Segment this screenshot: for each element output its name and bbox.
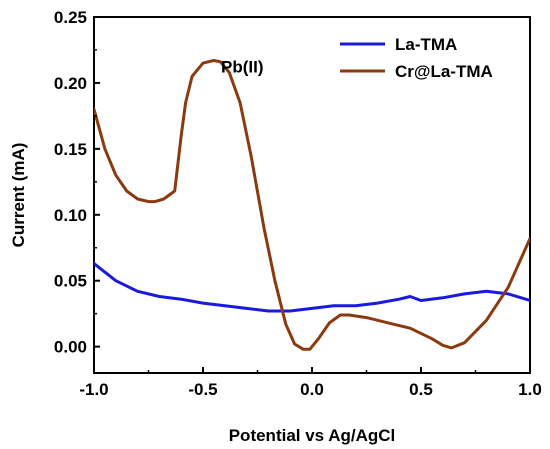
labels-layer: Potential vs Ag/AgCl Current (mA) Pb(II)	[9, 57, 395, 445]
y-tick-label: 0.15	[54, 140, 87, 159]
x-tick-label: 1.0	[518, 380, 542, 399]
y-tick-label: 0.05	[54, 272, 87, 291]
y-tick-label: 0.10	[54, 206, 87, 225]
x-tick-label: 0.5	[409, 380, 433, 399]
legend-label: Cr@La-TMA	[395, 62, 493, 81]
y-axis-title: Current (mA)	[9, 143, 28, 248]
x-tick-label: -0.5	[188, 380, 217, 399]
peak-annotation: Pb(II)	[221, 57, 264, 76]
y-tick-label: 0.25	[54, 8, 87, 27]
x-axis-title: Potential vs Ag/AgCl	[229, 426, 396, 445]
x-tick-label: 0.0	[300, 380, 324, 399]
y-tick-label: 0.20	[54, 74, 87, 93]
x-tick-label: -1.0	[79, 380, 108, 399]
y-tick-label: 0.00	[54, 338, 87, 357]
ticks-layer: -1.0 -0.5 0.0 0.5 1.0 0.00 0.05 0.10 0.15 0.20 0.2…	[54, 8, 542, 399]
series-line-cr-la-tma	[94, 59, 530, 351]
legend-label: La-TMA	[395, 35, 457, 54]
legend: La-TMA Cr@La-TMA	[340, 35, 493, 81]
series-layer	[94, 59, 530, 351]
series-line-la-tma	[94, 262, 530, 313]
